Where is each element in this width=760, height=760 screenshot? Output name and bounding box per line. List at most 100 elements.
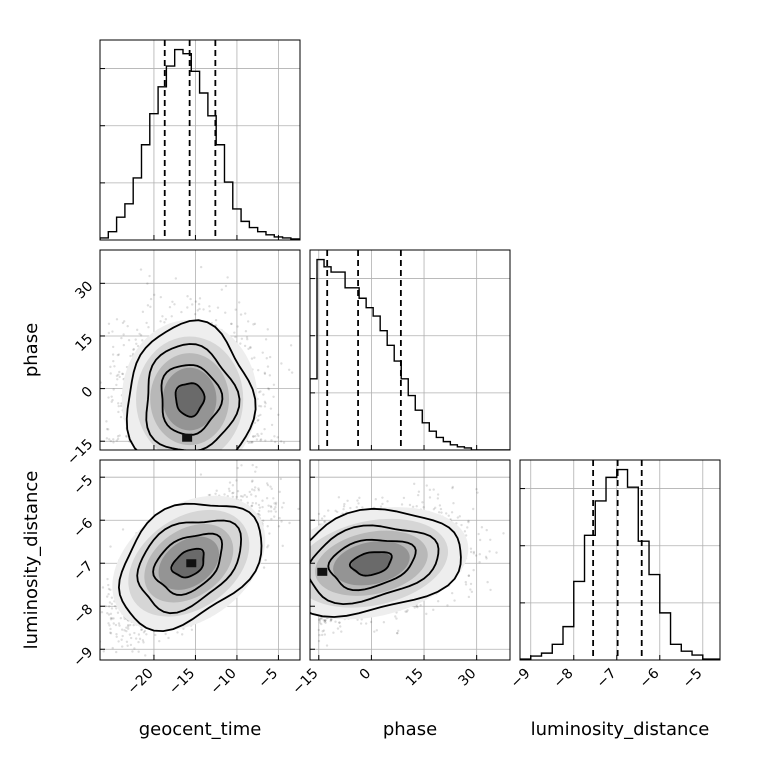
sample-point xyxy=(240,337,244,340)
sample-point xyxy=(138,637,142,641)
sample-point xyxy=(251,488,254,491)
sample-point xyxy=(118,624,121,627)
sample-point xyxy=(112,622,115,625)
panel-hist-luminosity_distance xyxy=(519,459,721,661)
sample-point xyxy=(214,318,218,322)
sample-point xyxy=(269,407,273,410)
grid-lines xyxy=(310,250,510,450)
sample-point xyxy=(264,558,267,562)
sample-point xyxy=(161,315,164,318)
sample-point xyxy=(235,479,238,482)
sample-point xyxy=(259,405,263,408)
sample-point xyxy=(122,333,125,336)
panel-frame xyxy=(99,39,301,241)
sample-point xyxy=(251,501,254,505)
sample-point xyxy=(198,297,202,300)
sample-point xyxy=(194,300,198,303)
sample-point xyxy=(231,492,234,495)
sample-point xyxy=(112,359,115,363)
sample-point xyxy=(113,365,116,368)
sample-point xyxy=(253,486,257,489)
sample-point xyxy=(266,483,270,487)
sample-point xyxy=(115,632,118,636)
sample-point xyxy=(231,495,235,498)
sample-point xyxy=(149,297,153,301)
sample-point xyxy=(287,368,291,372)
sample-point xyxy=(257,434,260,438)
sample-point xyxy=(251,435,255,438)
sample-point xyxy=(281,544,284,548)
panel-luminosity_distance_vs_geocent_time xyxy=(95,459,301,661)
sample-point xyxy=(269,510,273,513)
sample-point xyxy=(105,437,109,440)
sample-point xyxy=(257,512,260,516)
sample-point xyxy=(95,636,97,638)
sample-point xyxy=(116,435,120,438)
sample-point xyxy=(186,306,189,309)
sample-point xyxy=(239,313,243,316)
sample-point xyxy=(107,322,111,325)
sample-point xyxy=(290,371,294,374)
sample-point xyxy=(106,428,110,431)
contours xyxy=(125,319,257,450)
sample-point xyxy=(121,372,125,376)
sample-point xyxy=(134,338,137,341)
sample-point xyxy=(109,588,112,592)
sample-point xyxy=(109,618,113,621)
sample-point xyxy=(208,493,212,497)
sample-point xyxy=(112,438,115,441)
sample-point xyxy=(147,325,150,329)
sample-point xyxy=(262,519,265,522)
sample-point xyxy=(119,617,123,620)
sample-point xyxy=(129,636,133,640)
sample-point xyxy=(266,365,270,368)
panel-phase_vs_geocent_time xyxy=(99,249,301,451)
sample-point xyxy=(115,607,118,610)
sample-point xyxy=(109,627,112,631)
sample-point xyxy=(263,400,267,404)
sample-point xyxy=(257,368,260,372)
sample-point xyxy=(277,413,280,416)
sample-point xyxy=(111,345,115,349)
sample-point xyxy=(111,330,114,333)
sample-point xyxy=(257,418,260,422)
sample-point xyxy=(141,639,145,642)
sample-point xyxy=(248,490,251,494)
sample-point xyxy=(239,494,243,498)
sample-point xyxy=(253,489,256,492)
sample-point xyxy=(117,404,120,408)
grid-lines xyxy=(520,460,720,660)
sample-point xyxy=(220,288,224,291)
sample-point xyxy=(250,357,254,360)
histogram-phase xyxy=(310,258,510,450)
sample-point xyxy=(170,315,173,318)
sample-point xyxy=(297,507,300,511)
sample-point xyxy=(254,434,257,438)
sample-point xyxy=(236,325,239,328)
sample-point xyxy=(251,463,254,467)
sample-point xyxy=(129,643,133,647)
panel-hist-geocent_time xyxy=(99,39,301,241)
sample-point xyxy=(273,502,276,505)
sample-point xyxy=(264,338,268,341)
sample-point xyxy=(250,493,253,496)
sample-point xyxy=(143,629,147,633)
sample-point xyxy=(266,525,269,528)
sample-point xyxy=(97,614,99,616)
sample-point xyxy=(265,482,269,485)
sample-point xyxy=(146,304,150,307)
sample-point xyxy=(135,342,138,346)
sample-point xyxy=(132,623,135,627)
sample-point xyxy=(249,346,252,350)
sample-point xyxy=(253,356,256,359)
sample-point xyxy=(129,623,132,627)
sample-point xyxy=(230,322,233,326)
sample-point xyxy=(265,497,269,500)
sample-point xyxy=(171,300,174,303)
sample-point xyxy=(141,310,145,314)
sample-point xyxy=(253,322,257,326)
sample-point xyxy=(267,544,270,547)
sample-point xyxy=(95,657,97,659)
sample-point xyxy=(101,586,105,589)
sample-point xyxy=(112,617,115,620)
